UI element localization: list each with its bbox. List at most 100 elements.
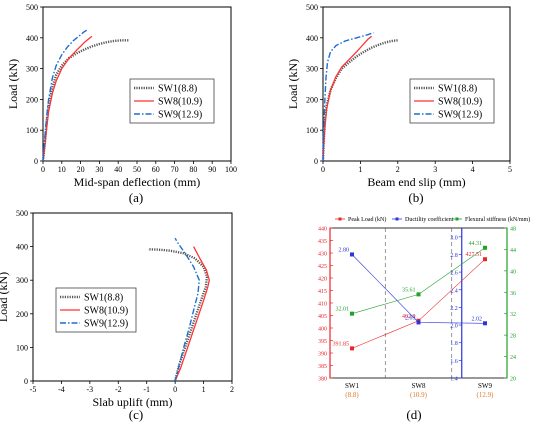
x-tick-label: -2 bbox=[115, 385, 122, 394]
panel-label-a: (a) bbox=[129, 190, 143, 205]
legend-label: SW1(8.8) bbox=[84, 293, 123, 304]
y-tick-label: 400 bbox=[16, 243, 28, 252]
category-label: SW9 bbox=[478, 382, 493, 390]
y-tick-label: 400 bbox=[306, 34, 318, 43]
series-marker bbox=[483, 321, 487, 326]
panel-label-b: (b) bbox=[408, 190, 423, 205]
series-marker bbox=[416, 292, 421, 297]
data-label: 44.31 bbox=[469, 241, 483, 247]
x-tick-label: 2 bbox=[396, 165, 400, 174]
series-line-Ductility coefficient bbox=[351, 254, 486, 324]
y2-tick-label: 1.6 bbox=[450, 359, 458, 365]
y-tick-label: 400 bbox=[26, 34, 38, 43]
y-tick-label: 0 bbox=[34, 157, 38, 166]
y3-tick-label: 44 bbox=[510, 248, 516, 254]
y3-tick-label: 36 bbox=[510, 291, 516, 297]
x-tick-label: 90 bbox=[208, 165, 216, 174]
legend-label: SW1(8.8) bbox=[158, 84, 197, 95]
legend-label: SW8(10.9) bbox=[84, 306, 128, 317]
y-tick-label: 100 bbox=[26, 126, 38, 135]
y1-tick-label: 410 bbox=[318, 302, 327, 308]
y-tick-label: 300 bbox=[306, 65, 318, 74]
y1-tick-label: 435 bbox=[318, 239, 327, 245]
panel-label-d: (d) bbox=[406, 407, 421, 422]
series-line-SW9(12.9) bbox=[322, 31, 374, 162]
data-label: 2.02 bbox=[472, 316, 483, 322]
y-tick-label: 100 bbox=[16, 343, 28, 352]
y-tick-label: 500 bbox=[26, 3, 38, 12]
x-tick-label: 40 bbox=[114, 165, 122, 174]
series-line-SW1(8.8) bbox=[41, 39, 130, 162]
y2-tick-label: 1.8 bbox=[450, 341, 458, 347]
x-tick-label: 0 bbox=[321, 165, 325, 174]
x-tick-label: 80 bbox=[189, 165, 197, 174]
x-axis-label: Mid-span deflection (mm) bbox=[74, 175, 201, 189]
series-line-SW1(8.8) bbox=[321, 39, 398, 162]
y-tick-label: 200 bbox=[26, 95, 38, 104]
y2-tick-label: 2.8 bbox=[450, 253, 458, 259]
data-label: 2.80 bbox=[339, 247, 350, 253]
category-sublabel: (12.9) bbox=[477, 391, 495, 399]
series-line-Peak Load (kN) bbox=[351, 258, 486, 349]
legend-label: Flexural stiffness (kN/mm) bbox=[465, 216, 530, 223]
y1-tick-label: 400 bbox=[318, 327, 327, 333]
plot-frame bbox=[32, 212, 233, 382]
x-tick-label: 20 bbox=[77, 165, 85, 174]
category-label: SW8 bbox=[412, 382, 427, 390]
series-marker bbox=[350, 252, 354, 257]
legend-label: Ductility coefficient bbox=[405, 216, 454, 223]
legend-label: SW9(12.9) bbox=[438, 110, 482, 121]
y-axis-label: Load (kN) bbox=[0, 272, 10, 322]
y-axis-label: Load (kN) bbox=[286, 59, 300, 109]
category-label: SW1 bbox=[345, 382, 360, 390]
y1-tick-label: 385 bbox=[318, 364, 327, 370]
series-marker bbox=[416, 320, 421, 325]
category-sublabel: (10.9) bbox=[410, 391, 428, 399]
x-tick-label: 0 bbox=[173, 385, 177, 394]
legend-marker bbox=[338, 217, 342, 221]
x-axis-label: Slab uplift (mm) bbox=[93, 395, 173, 409]
x-tick-label: 1 bbox=[358, 165, 362, 174]
plot-frame bbox=[322, 6, 511, 162]
y-axis-label: Load (kN) bbox=[6, 59, 20, 109]
x-axis-label: Beam end slip (mm) bbox=[367, 175, 465, 189]
y-tick-label: 500 bbox=[306, 3, 318, 12]
y2-tick-label: 2.2 bbox=[450, 306, 458, 312]
data-label: 35.61 bbox=[402, 287, 416, 293]
y3-tick-label: 32 bbox=[510, 312, 516, 318]
y2-tick-label: 3.0 bbox=[450, 235, 458, 241]
x-tick-label: 5 bbox=[508, 165, 512, 174]
panel-b: 0 1 2 3 4 5 0 100 200 300 400 500 Beam end slip (mm)… bbox=[286, 3, 512, 189]
y2-tick-label: 1.4 bbox=[450, 377, 458, 383]
x-tick-label: -1 bbox=[143, 385, 150, 394]
y2-tick-label: 2.6 bbox=[450, 271, 458, 277]
legend-label: SW9(12.9) bbox=[84, 319, 128, 330]
y-tick-label: 200 bbox=[16, 310, 28, 319]
y2-tick-label: 2.4 bbox=[450, 288, 458, 294]
series-marker bbox=[483, 245, 487, 250]
y-tick-label: 100 bbox=[306, 126, 318, 135]
y1-tick-label: 380 bbox=[318, 377, 327, 383]
legend-label: SW8(10.9) bbox=[158, 97, 202, 108]
category-sublabel: (8.8) bbox=[345, 391, 359, 399]
y1-tick-label: 430 bbox=[318, 252, 327, 258]
panel-label-c: (c) bbox=[129, 407, 143, 422]
x-tick-label: 3 bbox=[433, 165, 437, 174]
x-tick-label: -4 bbox=[58, 385, 65, 394]
series-marker bbox=[483, 257, 487, 262]
series-line-SW1(8.8) bbox=[148, 248, 209, 382]
x-tick-label: 50 bbox=[133, 165, 141, 174]
y-tick-label: 300 bbox=[26, 65, 38, 74]
series-marker bbox=[350, 346, 354, 351]
panel-c: -5 -4 -3 -2 -1 0 1 2 0 100 200 300 400 500 Slab uplift… bbox=[0, 209, 234, 409]
panel-a: 0 10 20 30 40 50 60 70 80 90 100 0 100 200 300 400 500 Mi… bbox=[6, 3, 237, 189]
x-tick-label: 0 bbox=[41, 165, 45, 174]
legend-label: SW9(12.9) bbox=[158, 110, 202, 121]
y1-tick-label: 415 bbox=[318, 289, 327, 295]
legend-label: SW1(8.8) bbox=[438, 84, 477, 95]
y1-tick-label: 420 bbox=[318, 277, 327, 283]
data-label: 2.03 bbox=[405, 315, 416, 321]
series-line-SW8(10.9) bbox=[42, 35, 93, 162]
y1-tick-label: 425 bbox=[318, 264, 327, 270]
